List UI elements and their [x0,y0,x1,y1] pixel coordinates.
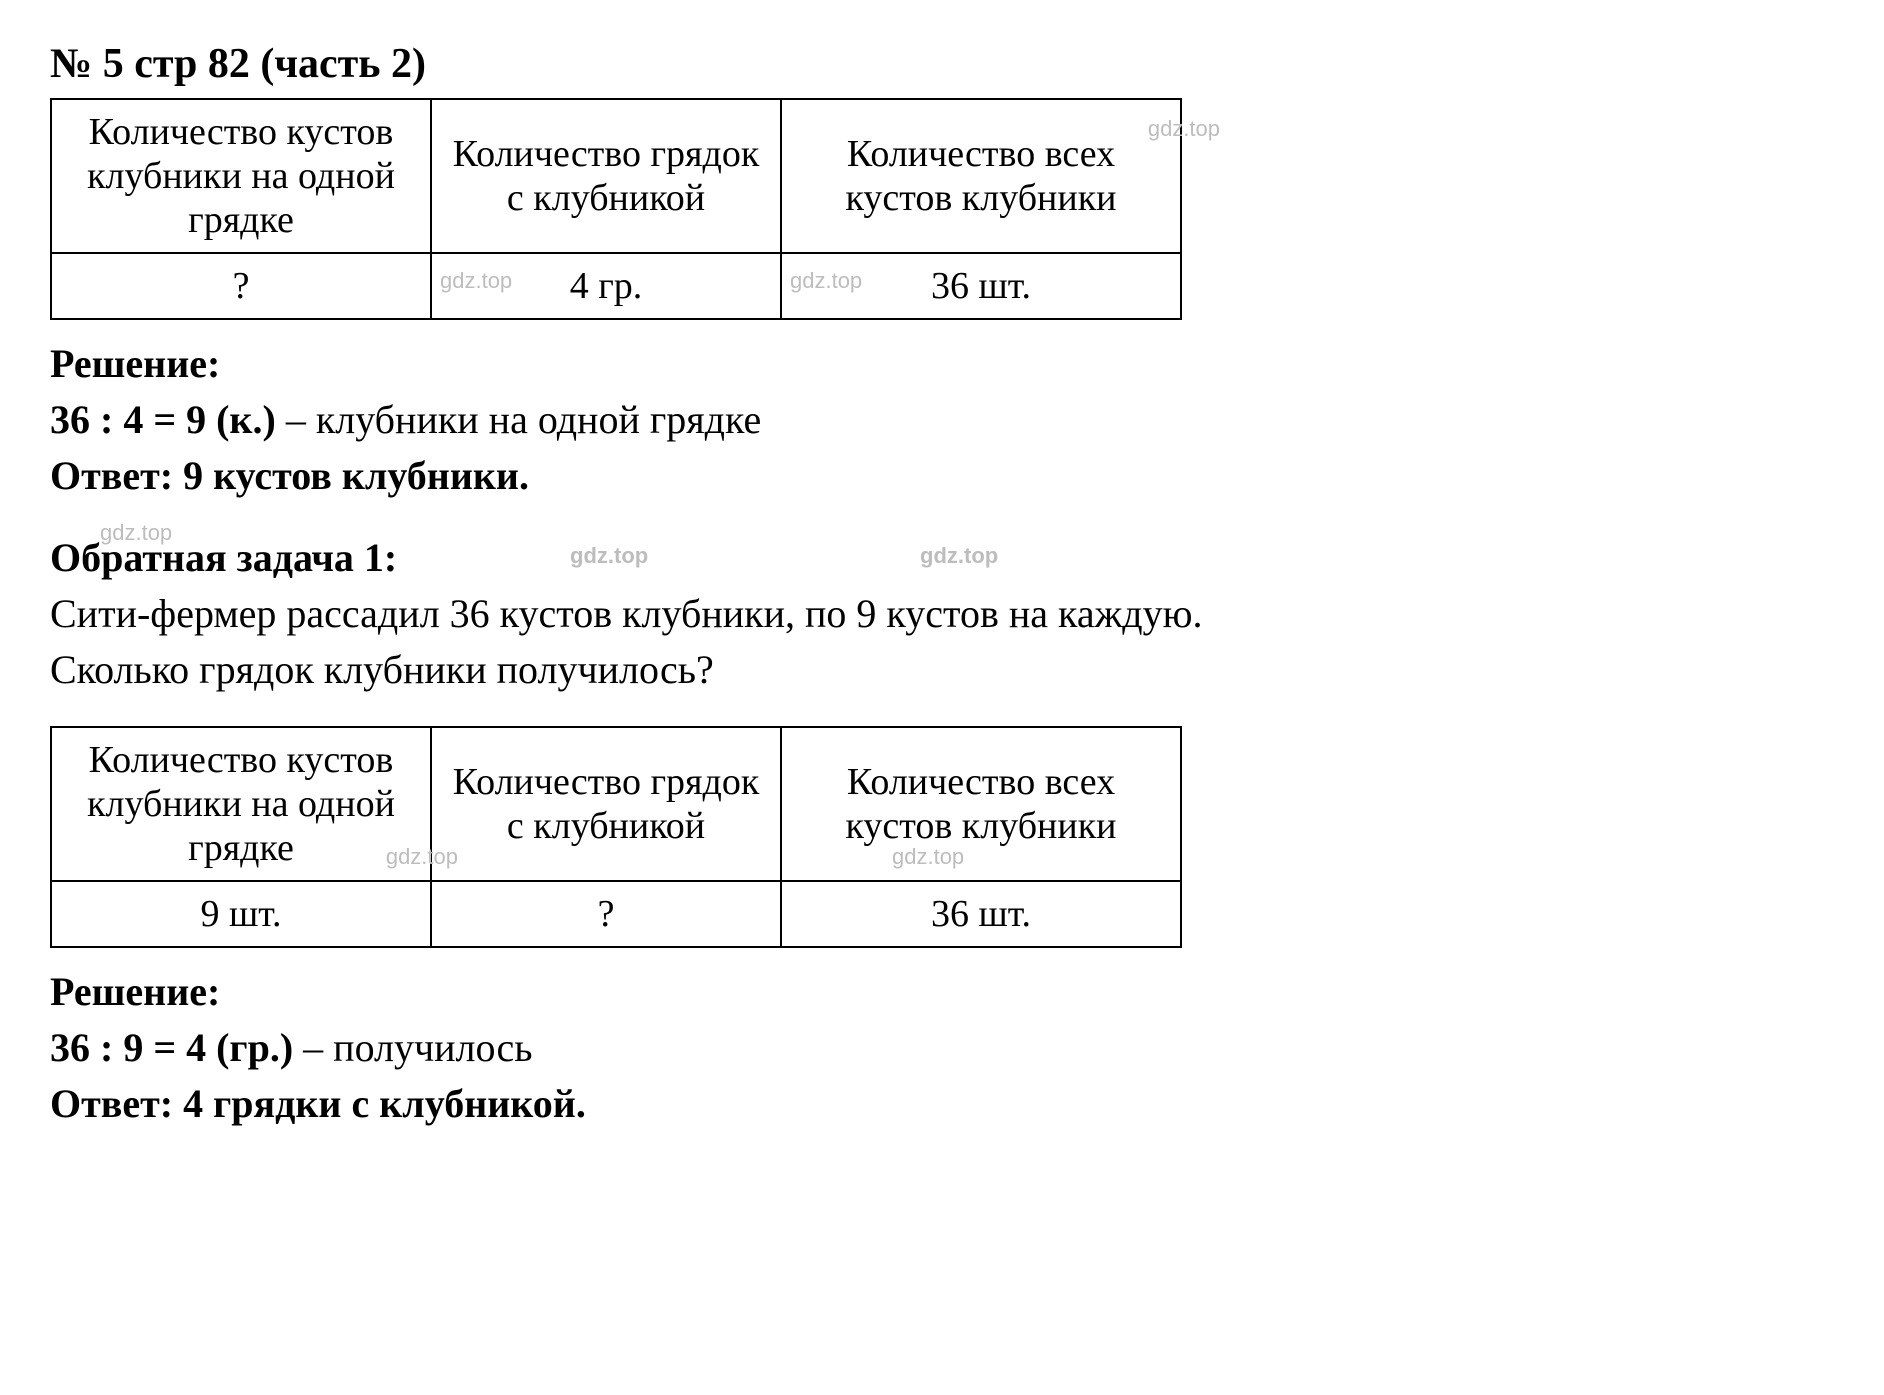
table-cell: ? [431,881,781,947]
watermark: gdz.top [440,268,512,294]
table-row: Количество кустов клубники на одной гряд… [51,727,1181,881]
equation-rest: – получилось [293,1025,532,1070]
solution-equation: 36 : 4 = 9 (к.) – клубники на одной гряд… [50,394,1834,446]
table-row: Количество кустов клубники на одной гряд… [51,99,1181,253]
solution-label: Решение: [50,338,1834,390]
cell-text: Количество всех кустов клубники [845,761,1116,847]
table-header-cell: Количество грядок с клубникой [431,727,781,881]
watermark: gdz.top [892,844,964,870]
solution-label: Решение: [50,966,1834,1018]
equation-rest: – клубники на одной грядке [276,397,761,442]
table-1: Количество кустов клубники на одной гряд… [50,98,1182,320]
cell-text: Количество грядок с клубникой [453,761,760,847]
table-header-cell: Количество всех кустов клубники gdz.top [781,99,1181,253]
table-2: Количество кустов клубники на одной гряд… [50,726,1182,948]
solution-equation: 36 : 9 = 4 (гр.) – получилось [50,1022,1834,1074]
table-header-cell: Количество кустов клубники на одной гряд… [51,99,431,253]
cell-text: 4 гр. [570,265,643,307]
reverse-problem-1: gdz.top Обратная задача 1: gdz.top gdz.t… [50,532,1834,696]
cell-text: Количество всех кустов клубники [845,133,1116,219]
table-cell: 36 шт. gdz.top [781,253,1181,319]
solution-answer: Ответ: 9 кустов клубники. [50,450,1834,502]
solution-2: Решение: 36 : 9 = 4 (гр.) – получилось О… [50,966,1834,1130]
page-title: № 5 стр 82 (часть 2) [50,40,1834,88]
cell-text: 9 шт. [200,893,281,935]
answer-label: Ответ: [50,1081,183,1126]
table-header-cell: Количество всех кустов клубники gdz.top [781,727,1181,881]
reverse-heading: Обратная задача 1: gdz.top gdz.top [50,532,1834,584]
cell-text: 36 шт. [931,893,1031,935]
watermark: gdz.top [570,542,648,571]
table-row: 9 шт. ? 36 шт. [51,881,1181,947]
answer-text: 9 кустов клубники. [183,453,529,498]
answer-label: Ответ: [50,453,183,498]
reverse-text-line1: Сити-фермер рассадил 36 кустов клубники,… [50,588,1834,640]
watermark: gdz.top [920,542,998,571]
watermark: gdz.top [1148,116,1220,142]
equation-bold: 36 : 9 = 4 (гр.) [50,1025,293,1070]
table-cell: 4 гр. gdz.top [431,253,781,319]
table-header-cell: Количество кустов клубники на одной гряд… [51,727,431,881]
equation-bold: 36 : 4 = 9 (к.) [50,397,276,442]
reverse-text-line2: Сколько грядок клубники получилось? [50,644,1834,696]
table-cell: ? [51,253,431,319]
answer-text: 4 грядки с клубникой. [183,1081,586,1126]
cell-text: Количество кустов клубники на одной гряд… [87,111,395,241]
table-row: ? 4 гр. gdz.top 36 шт. gdz.top [51,253,1181,319]
table-header-cell: Количество грядок с клубникой [431,99,781,253]
cell-text: Количество кустов клубники на одной гряд… [87,739,395,869]
cell-text: Количество грядок с клубникой [453,133,760,219]
table-cell: 36 шт. [781,881,1181,947]
cell-text: 36 шт. [931,265,1031,307]
solution-1: Решение: 36 : 4 = 9 (к.) – клубники на о… [50,338,1834,502]
solution-answer: Ответ: 4 грядки с клубникой. [50,1078,1834,1130]
cell-text: ? [598,893,615,935]
heading-text: Обратная задача 1: [50,535,397,580]
cell-text: ? [233,265,250,307]
table-cell: 9 шт. [51,881,431,947]
watermark: gdz.top [790,268,862,294]
